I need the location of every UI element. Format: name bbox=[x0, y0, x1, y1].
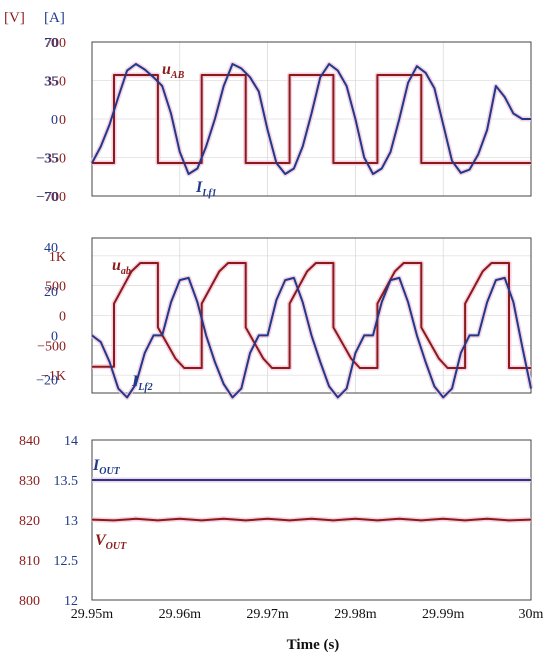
curves bbox=[89, 61, 534, 523]
x-tick-label: 29.97m bbox=[246, 607, 289, 622]
voltage-tick-label: 810 bbox=[19, 554, 40, 569]
x-tick-label: 29.98m bbox=[334, 607, 377, 622]
series-label-ILf2: ILf2 bbox=[131, 373, 153, 393]
series-line-ILf2 bbox=[91, 276, 532, 399]
x-axis-label: Time (s) bbox=[287, 637, 340, 653]
series-label-uAB: uAB bbox=[162, 61, 185, 81]
series-line-VOUT bbox=[91, 517, 532, 522]
x-tick-label: 29.99m bbox=[422, 607, 465, 622]
series-line-ILf1 bbox=[91, 63, 531, 175]
current-tick-label: 13.5 bbox=[54, 474, 79, 489]
voltage-tick-label: −700 bbox=[37, 190, 66, 205]
current-unit-label: [A] bbox=[44, 10, 65, 26]
current-tick-label: −20 bbox=[36, 374, 58, 389]
voltage-tick-label: −500 bbox=[37, 339, 66, 354]
voltage-tick-label: 820 bbox=[19, 514, 40, 529]
series-label-ILf1: ILf1 bbox=[195, 179, 217, 199]
current-tick-label: 40 bbox=[44, 241, 58, 256]
voltage-tick-label: −1K bbox=[41, 369, 66, 384]
voltage-tick-label: 350 bbox=[45, 75, 66, 90]
voltage-tick-label: 0 bbox=[59, 113, 66, 128]
voltage-unit-label: [V] bbox=[4, 10, 25, 26]
tick-labels: 7003500−350−70070350−35−701K5000−500−1K4… bbox=[19, 36, 544, 622]
voltage-tick-label: 700 bbox=[45, 36, 66, 51]
current-tick-label: 0 bbox=[51, 113, 58, 128]
voltage-tick-label: −350 bbox=[37, 152, 66, 167]
current-tick-label: 12 bbox=[64, 594, 78, 609]
current-tick-label: 20 bbox=[44, 285, 58, 300]
voltage-tick-label: 800 bbox=[19, 594, 40, 609]
series-label-IOUT: IOUT bbox=[92, 457, 121, 477]
series-label-uab: uab bbox=[112, 257, 131, 277]
series-line-uAB bbox=[92, 74, 531, 164]
current-tick-label: −35 bbox=[36, 152, 58, 167]
voltage-tick-label: 500 bbox=[45, 280, 66, 295]
current-tick-label: 35 bbox=[44, 75, 58, 90]
voltage-tick-label: 1K bbox=[49, 250, 66, 265]
x-tick-label: 29.96m bbox=[159, 607, 202, 622]
current-tick-label: 13 bbox=[64, 514, 78, 529]
voltage-tick-label: 830 bbox=[19, 474, 40, 489]
plot-frame-middle bbox=[91, 237, 532, 394]
series-label-VOUT: VOUT bbox=[95, 532, 127, 552]
x-tick-label: 30m bbox=[519, 607, 544, 622]
voltage-tick-label: 840 bbox=[19, 434, 40, 449]
current-tick-label: 70 bbox=[44, 36, 58, 51]
current-tick-label: 14 bbox=[64, 434, 78, 449]
current-tick-label: −70 bbox=[36, 190, 58, 205]
voltage-tick-label: 0 bbox=[59, 310, 66, 325]
current-tick-label: 12.5 bbox=[54, 554, 79, 569]
x-tick-label: 29.95m bbox=[71, 607, 114, 622]
current-tick-label: 0 bbox=[51, 329, 58, 344]
